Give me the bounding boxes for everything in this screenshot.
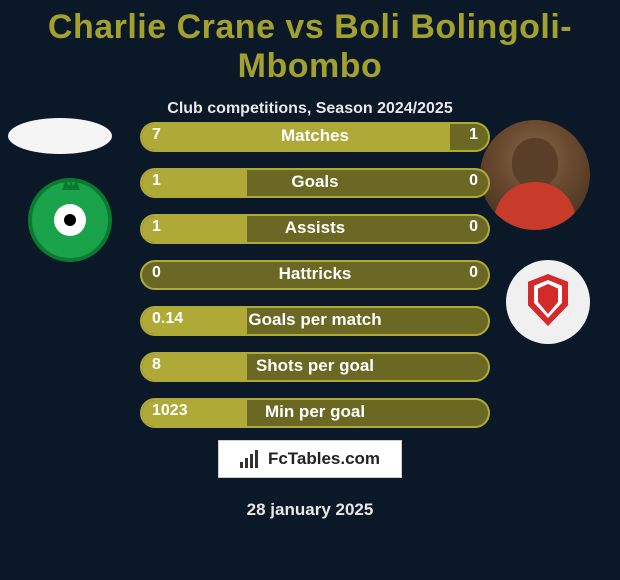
watermark: FcTables.com	[218, 440, 402, 478]
metric-row: 10Goals	[0, 164, 620, 210]
metric-label: Assists	[140, 218, 490, 238]
metric-row: 1023Min per goal	[0, 394, 620, 440]
metric-row: 71Matches	[0, 118, 620, 164]
metric-label: Matches	[140, 126, 490, 146]
metric-label: Min per goal	[140, 402, 490, 422]
metric-label: Hattricks	[140, 264, 490, 284]
metric-label: Goals per match	[140, 310, 490, 330]
metric-label: Shots per goal	[140, 356, 490, 376]
page-title: Charlie Crane vs Boli Bolingoli-Mbombo	[0, 0, 620, 86]
metric-row: 10Assists	[0, 210, 620, 256]
metric-row: 0.14Goals per match	[0, 302, 620, 348]
chart-icon	[240, 450, 262, 468]
metric-row: 8Shots per goal	[0, 348, 620, 394]
date-label: 28 january 2025	[0, 500, 620, 520]
watermark-text: FcTables.com	[268, 449, 380, 469]
subtitle: Club competitions, Season 2024/2025	[0, 100, 620, 118]
metric-label: Goals	[140, 172, 490, 192]
comparison-chart: 71Matches10Goals10Assists00Hattricks0.14…	[0, 118, 620, 440]
metric-row: 00Hattricks	[0, 256, 620, 302]
